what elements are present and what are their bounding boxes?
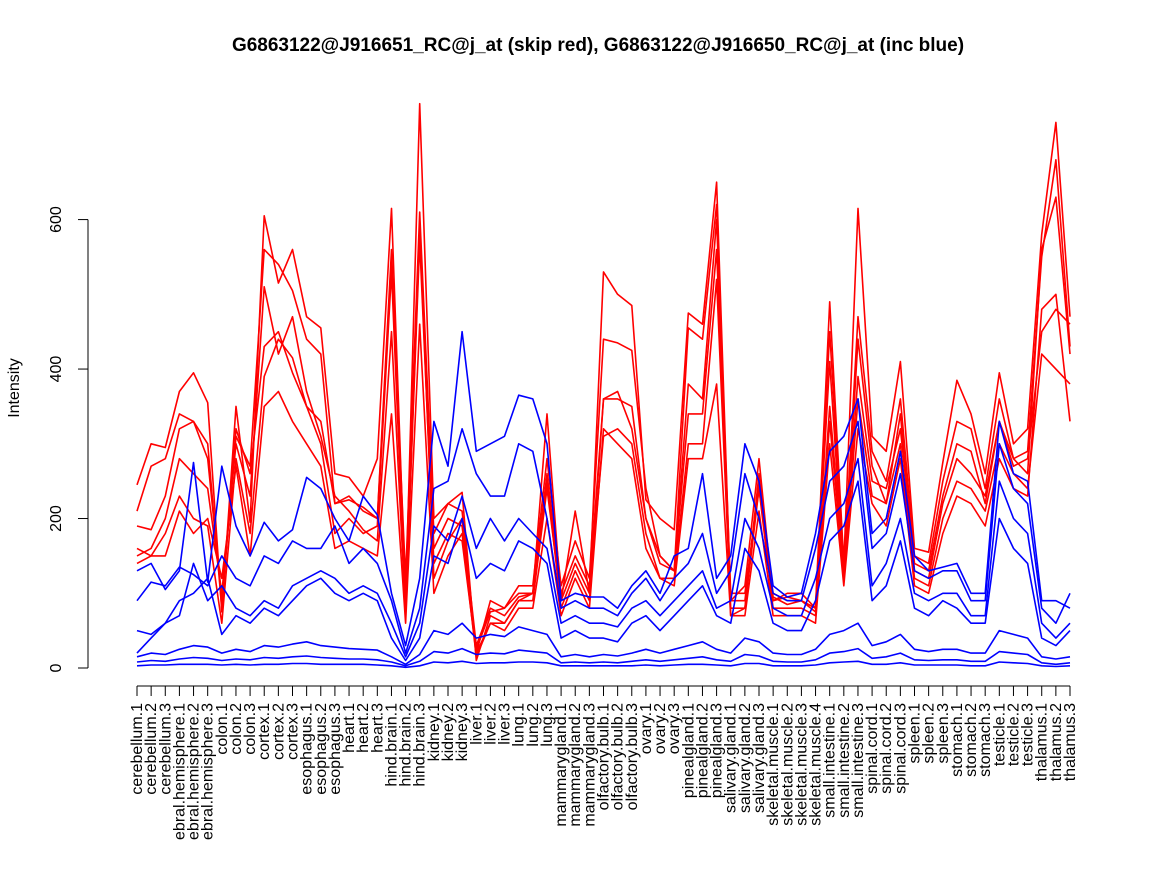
x-tick-label: ebral.hemisphere.2 (186, 703, 203, 840)
x-tick-label: mammarygland.3 (581, 703, 598, 827)
x-tick-label: cerebellum.3 (157, 703, 174, 795)
x-tick-label: spleen.3 (935, 703, 952, 764)
x-axis: cerebellum.1cerebellum.2cerebellum.3ebra… (129, 685, 1079, 840)
series-line-11 (136, 622, 1071, 666)
x-tick-label: heart.3 (369, 703, 386, 753)
x-tick-label: cortex.2 (270, 703, 287, 760)
x-tick-label: mammarygland.2 (567, 703, 584, 827)
x-tick-label: skeletal.muscle.1 (765, 703, 782, 826)
y-axis: 0 200 400 600 (48, 206, 89, 672)
x-tick-label: stomach.3 (977, 703, 994, 777)
x-tick-label: olfactory.bulb.1 (596, 703, 613, 810)
x-tick-label: pinealgland.2 (694, 703, 711, 798)
x-tick-label: salivary.gland.3 (751, 703, 768, 813)
x-tick-label: spinal.cord.2 (878, 703, 895, 794)
x-tick-label: stomach.2 (963, 703, 980, 777)
x-tick-label: colon.2 (228, 703, 245, 755)
y-tick-label: 0 (48, 663, 65, 672)
x-tick-label: cerebellum.1 (129, 703, 146, 795)
x-tick-label: spinal.cord.3 (892, 703, 909, 794)
series-line-12 (136, 647, 1071, 667)
chart-title: G6863122@J916651_RC@j_at (skip red), G68… (232, 35, 964, 56)
y-axis-label: Intensity (6, 358, 23, 418)
x-tick-label: thalamus.2 (1048, 703, 1065, 781)
x-tick-label: small.intestine.2 (836, 703, 853, 818)
x-tick-label: olfactory.bulb.2 (610, 703, 627, 810)
x-tick-label: testicle.1 (991, 703, 1008, 766)
x-tick-label: kidney.3 (454, 703, 471, 762)
x-tick-label: lung.2 (525, 703, 542, 747)
x-tick-label: cortex.1 (256, 703, 273, 760)
x-tick-label: ovary.1 (638, 703, 655, 754)
x-tick-label: ebral.hemisphere.3 (200, 703, 217, 840)
x-tick-label: hind.brain.3 (412, 703, 429, 787)
series-line-6 (136, 293, 1071, 658)
series-line-4 (136, 241, 1071, 654)
series-line-10 (136, 480, 1071, 662)
x-tick-label: liver.2 (482, 703, 499, 745)
x-tick-label: heart.1 (341, 703, 358, 753)
y-tick-label: 600 (48, 206, 65, 233)
x-tick-label: salivary.gland.1 (723, 703, 740, 813)
x-tick-label: skeletal.muscle.4 (808, 703, 825, 826)
x-tick-label: kidney.2 (440, 703, 457, 762)
x-tick-label: esophagus.1 (299, 703, 316, 795)
x-tick-label: spleen.2 (921, 703, 938, 764)
x-tick-label: skeletal.muscle.3 (793, 703, 810, 826)
x-tick-label: olfactory.bulb.3 (624, 703, 641, 810)
x-tick-label: mammarygland.1 (553, 703, 570, 827)
series-layer (136, 102, 1071, 669)
x-tick-label: salivary.gland.2 (737, 703, 754, 813)
x-tick-label: cortex.3 (285, 703, 302, 760)
x-tick-label: kidney.1 (426, 703, 443, 762)
x-tick-label: lung.1 (511, 703, 528, 747)
x-tick-label: colon.1 (214, 703, 231, 755)
x-tick-label: spinal.cord.1 (864, 703, 881, 794)
x-tick-label: lung.3 (539, 703, 556, 747)
x-tick-label: liver.1 (468, 703, 485, 745)
x-tick-label: colon.3 (242, 703, 259, 755)
series-line-7 (136, 330, 1071, 647)
series-line-13 (136, 660, 1071, 669)
x-tick-label: thalamus.3 (1062, 703, 1079, 781)
x-tick-label: hind.brain.1 (383, 703, 400, 787)
x-tick-label: small.intestine.3 (850, 703, 867, 818)
x-tick-label: heart.2 (355, 703, 372, 753)
x-tick-label: cerebellum.2 (143, 703, 160, 795)
x-tick-label: esophagus.2 (313, 703, 330, 795)
x-tick-label: esophagus.3 (327, 703, 344, 795)
x-tick-label: liver.3 (497, 703, 514, 745)
x-tick-label: ovary.3 (666, 703, 683, 754)
x-tick-label: testicle.3 (1020, 703, 1037, 766)
x-tick-label: hind.brain.2 (398, 703, 415, 787)
x-tick-label: stomach.1 (949, 703, 966, 777)
x-tick-label: spleen.1 (907, 703, 924, 764)
x-tick-label: testicle.2 (1005, 703, 1022, 766)
x-tick-label: thalamus.1 (1034, 703, 1051, 781)
x-tick-label: small.intestine.1 (822, 703, 839, 818)
x-tick-label: ebral.hemisphere.1 (171, 703, 188, 840)
y-tick-label: 400 (48, 356, 65, 383)
x-tick-label: pinealgland.1 (680, 703, 697, 798)
y-tick-label: 200 (48, 505, 65, 532)
series-line-9 (136, 457, 1071, 658)
series-line-8 (136, 420, 1071, 654)
x-tick-label: ovary.2 (652, 703, 669, 754)
x-tick-label: skeletal.muscle.2 (779, 703, 796, 826)
x-tick-label: pinealgland.3 (709, 703, 726, 798)
